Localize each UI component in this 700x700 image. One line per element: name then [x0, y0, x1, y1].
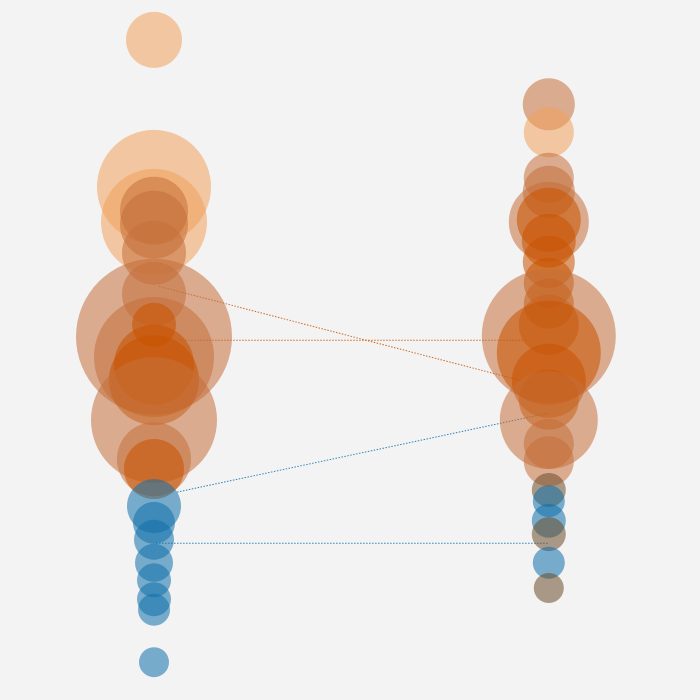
bubble-point	[532, 546, 565, 579]
bubble-column-2	[481, 78, 616, 603]
bubble-point	[126, 11, 182, 68]
bubble-point	[533, 573, 564, 603]
bubble-point	[531, 517, 566, 552]
bubble-columns	[76, 11, 616, 678]
bubble-point	[523, 107, 574, 158]
bubble-point	[138, 593, 170, 626]
bubble-column-1	[76, 11, 232, 678]
bubble-point	[139, 647, 169, 678]
connector-line-3	[176, 412, 549, 493]
bubble-point	[523, 436, 574, 487]
